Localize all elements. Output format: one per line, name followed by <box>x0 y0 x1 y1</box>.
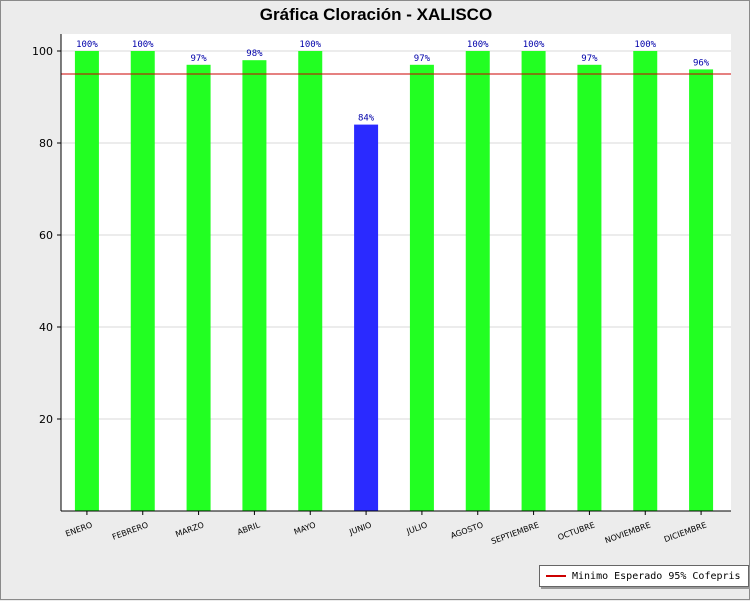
bar-mayo <box>298 51 323 511</box>
plot-background <box>61 34 731 511</box>
x-tick-label: AGOSTO <box>449 520 484 540</box>
x-tick-label: ENERO <box>64 520 93 538</box>
bar-febrero <box>130 51 155 511</box>
x-tick-label: DICIEMBRE <box>663 520 708 544</box>
x-tick-label: MAYO <box>293 520 317 536</box>
x-tick-label: JULIO <box>405 520 429 536</box>
bar-abril <box>242 60 267 511</box>
x-tick-label: FEBRERO <box>111 520 149 541</box>
bar-marzo <box>186 64 211 512</box>
data-label: 100% <box>132 40 154 50</box>
legend-label: Minimo Esperado 95% Cofepris <box>572 570 741 582</box>
x-tick-label: SEPTIEMBRE <box>490 520 540 546</box>
data-label: 96% <box>693 58 710 68</box>
y-tick-label: 100 <box>32 45 53 58</box>
legend-line-swatch <box>546 575 566 577</box>
y-tick-label: 20 <box>39 413 53 426</box>
bar-junio <box>354 124 379 511</box>
x-tick-label: NOVIEMBRE <box>604 520 652 545</box>
data-label: 100% <box>523 40 545 50</box>
chart-legend: Minimo Esperado 95% Cofepris <box>539 565 749 587</box>
bar-diciembre <box>689 69 714 512</box>
data-label: 100% <box>467 40 489 50</box>
chart-title: Gráfica Cloración - XALISCO <box>259 5 493 24</box>
y-tick-label: 80 <box>39 137 53 150</box>
bar-septiembre <box>521 51 546 511</box>
data-label: 100% <box>76 40 98 50</box>
data-label: 97% <box>414 54 431 64</box>
data-label: 97% <box>190 54 207 64</box>
bar-enero <box>74 51 99 511</box>
bar-agosto <box>465 51 490 511</box>
y-tick-label: 60 <box>39 229 53 242</box>
x-tick-label: OCTUBRE <box>557 520 596 542</box>
data-label: 100% <box>634 40 656 50</box>
data-label: 97% <box>581 54 598 64</box>
bar-octubre <box>577 64 602 512</box>
x-tick-label: MARZO <box>174 520 205 539</box>
data-label: 98% <box>246 49 263 59</box>
bar-noviembre <box>633 51 658 511</box>
x-tick-label: JUNIO <box>347 520 372 537</box>
data-label: 84% <box>358 114 375 124</box>
x-tick-label: ABRIL <box>236 520 262 537</box>
data-label: 100% <box>299 40 321 50</box>
bar-julio <box>409 64 434 512</box>
y-tick-label: 40 <box>39 321 53 334</box>
